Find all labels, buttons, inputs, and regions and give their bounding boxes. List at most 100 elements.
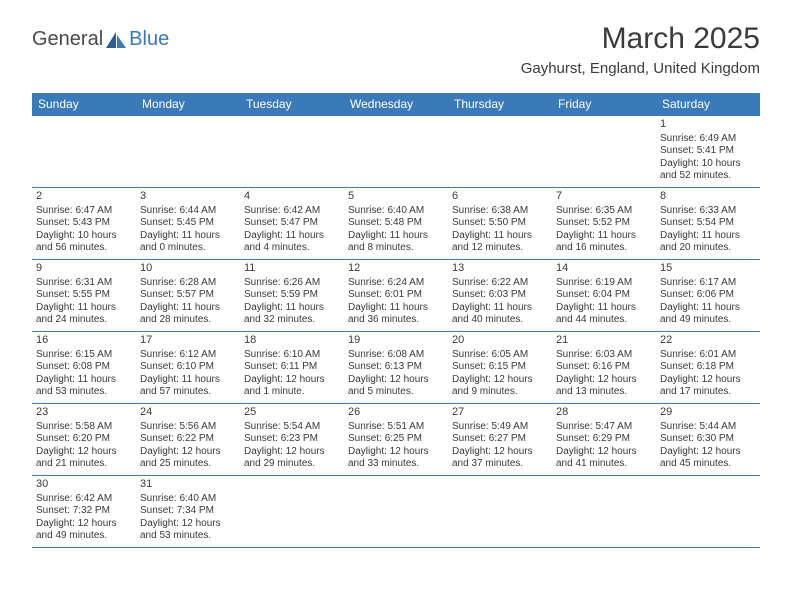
day-detail: Daylight: 11 hours xyxy=(660,302,756,315)
title-block: March 2025 Gayhurst, England, United Kin… xyxy=(521,22,760,77)
day-detail: Sunrise: 6:12 AM xyxy=(140,349,236,362)
day-cell: 29Sunrise: 5:44 AMSunset: 6:30 PMDayligh… xyxy=(656,404,760,476)
day-number: 27 xyxy=(452,406,548,420)
day-detail: Sunrise: 5:56 AM xyxy=(140,421,236,434)
day-detail: Sunrise: 6:24 AM xyxy=(348,277,444,290)
day-cell xyxy=(448,116,552,188)
day-detail: Sunrise: 6:01 AM xyxy=(660,349,756,362)
day-detail: Daylight: 10 hours xyxy=(660,158,756,171)
logo-text-general: General xyxy=(32,28,103,51)
day-detail: Daylight: 12 hours xyxy=(244,446,340,459)
day-detail: Sunrise: 6:38 AM xyxy=(452,205,548,218)
day-cell xyxy=(136,116,240,188)
day-cell xyxy=(448,476,552,548)
day-detail: Daylight: 12 hours xyxy=(140,518,236,531)
day-detail: Daylight: 12 hours xyxy=(348,374,444,387)
day-cell: 28Sunrise: 5:47 AMSunset: 6:29 PMDayligh… xyxy=(552,404,656,476)
day-detail: Sunset: 6:18 PM xyxy=(660,361,756,374)
day-detail: and 53 minutes. xyxy=(140,530,236,543)
day-detail: Sunset: 5:54 PM xyxy=(660,217,756,230)
day-detail: Daylight: 11 hours xyxy=(244,302,340,315)
day-detail: and 24 minutes. xyxy=(36,314,132,327)
day-cell: 6Sunrise: 6:38 AMSunset: 5:50 PMDaylight… xyxy=(448,188,552,260)
day-number: 11 xyxy=(244,262,340,276)
day-detail: Sunrise: 6:28 AM xyxy=(140,277,236,290)
day-cell: 18Sunrise: 6:10 AMSunset: 6:11 PMDayligh… xyxy=(240,332,344,404)
day-detail: and 5 minutes. xyxy=(348,386,444,399)
day-detail: Sunset: 6:29 PM xyxy=(556,433,652,446)
day-detail: Sunset: 7:32 PM xyxy=(36,505,132,518)
day-detail: Daylight: 12 hours xyxy=(660,446,756,459)
day-detail: Sunrise: 6:40 AM xyxy=(140,493,236,506)
day-detail: Sunset: 6:22 PM xyxy=(140,433,236,446)
day-number: 1 xyxy=(660,118,756,132)
day-number: 3 xyxy=(140,190,236,204)
day-detail: Sunset: 6:25 PM xyxy=(348,433,444,446)
day-detail: Daylight: 11 hours xyxy=(244,230,340,243)
day-number: 26 xyxy=(348,406,444,420)
day-detail: and 8 minutes. xyxy=(348,242,444,255)
day-detail: Daylight: 12 hours xyxy=(660,374,756,387)
day-detail: Sunset: 5:59 PM xyxy=(244,289,340,302)
day-detail: Sunrise: 5:49 AM xyxy=(452,421,548,434)
day-detail: Sunset: 6:16 PM xyxy=(556,361,652,374)
day-cell: 23Sunrise: 5:58 AMSunset: 6:20 PMDayligh… xyxy=(32,404,136,476)
day-cell: 2Sunrise: 6:47 AMSunset: 5:43 PMDaylight… xyxy=(32,188,136,260)
day-detail: Daylight: 12 hours xyxy=(556,374,652,387)
day-cell: 20Sunrise: 6:05 AMSunset: 6:15 PMDayligh… xyxy=(448,332,552,404)
week-row: 23Sunrise: 5:58 AMSunset: 6:20 PMDayligh… xyxy=(32,404,760,476)
day-cell: 26Sunrise: 5:51 AMSunset: 6:25 PMDayligh… xyxy=(344,404,448,476)
day-cell: 7Sunrise: 6:35 AMSunset: 5:52 PMDaylight… xyxy=(552,188,656,260)
day-number: 21 xyxy=(556,334,652,348)
day-detail: Sunset: 6:13 PM xyxy=(348,361,444,374)
day-detail: Daylight: 12 hours xyxy=(36,518,132,531)
day-detail: Sunset: 6:11 PM xyxy=(244,361,340,374)
day-detail: and 36 minutes. xyxy=(348,314,444,327)
day-detail: Daylight: 12 hours xyxy=(556,446,652,459)
logo-text-blue: Blue xyxy=(129,28,169,51)
day-detail: Sunset: 5:57 PM xyxy=(140,289,236,302)
day-detail: Sunrise: 6:17 AM xyxy=(660,277,756,290)
day-cell: 4Sunrise: 6:42 AMSunset: 5:47 PMDaylight… xyxy=(240,188,344,260)
day-detail: Daylight: 12 hours xyxy=(244,374,340,387)
day-cell: 5Sunrise: 6:40 AMSunset: 5:48 PMDaylight… xyxy=(344,188,448,260)
day-detail: Daylight: 11 hours xyxy=(140,230,236,243)
day-detail: Daylight: 11 hours xyxy=(140,374,236,387)
week-row: 30Sunrise: 6:42 AMSunset: 7:32 PMDayligh… xyxy=(32,476,760,548)
day-number: 16 xyxy=(36,334,132,348)
day-detail: Sunrise: 6:49 AM xyxy=(660,133,756,146)
day-detail: Sunrise: 6:19 AM xyxy=(556,277,652,290)
day-detail: Daylight: 12 hours xyxy=(140,446,236,459)
col-sunday: Sunday xyxy=(32,93,136,116)
day-cell xyxy=(240,116,344,188)
day-detail: Daylight: 11 hours xyxy=(36,302,132,315)
week-row: 2Sunrise: 6:47 AMSunset: 5:43 PMDaylight… xyxy=(32,188,760,260)
day-detail: Sunrise: 6:33 AM xyxy=(660,205,756,218)
calendar-table: Sunday Monday Tuesday Wednesday Thursday… xyxy=(32,93,760,548)
day-detail: Sunset: 6:23 PM xyxy=(244,433,340,446)
day-number: 15 xyxy=(660,262,756,276)
day-number: 2 xyxy=(36,190,132,204)
day-detail: Sunset: 6:15 PM xyxy=(452,361,548,374)
day-detail: Daylight: 11 hours xyxy=(452,302,548,315)
day-detail: Sunrise: 6:15 AM xyxy=(36,349,132,362)
col-wednesday: Wednesday xyxy=(344,93,448,116)
day-detail: and 1 minute. xyxy=(244,386,340,399)
day-detail: and 33 minutes. xyxy=(348,458,444,471)
day-detail: and 52 minutes. xyxy=(660,170,756,183)
day-cell: 25Sunrise: 5:54 AMSunset: 6:23 PMDayligh… xyxy=(240,404,344,476)
day-detail: Sunrise: 6:03 AM xyxy=(556,349,652,362)
day-number: 13 xyxy=(452,262,548,276)
day-number: 8 xyxy=(660,190,756,204)
week-row: 1Sunrise: 6:49 AMSunset: 5:41 PMDaylight… xyxy=(32,116,760,188)
day-detail: Sunrise: 5:54 AM xyxy=(244,421,340,434)
day-detail: and 0 minutes. xyxy=(140,242,236,255)
day-detail: Sunrise: 6:40 AM xyxy=(348,205,444,218)
day-detail: Daylight: 11 hours xyxy=(36,374,132,387)
day-number: 6 xyxy=(452,190,548,204)
day-cell: 14Sunrise: 6:19 AMSunset: 6:04 PMDayligh… xyxy=(552,260,656,332)
logo: General Blue xyxy=(32,28,169,51)
col-thursday: Thursday xyxy=(448,93,552,116)
day-cell: 9Sunrise: 6:31 AMSunset: 5:55 PMDaylight… xyxy=(32,260,136,332)
day-detail: Sunset: 5:48 PM xyxy=(348,217,444,230)
